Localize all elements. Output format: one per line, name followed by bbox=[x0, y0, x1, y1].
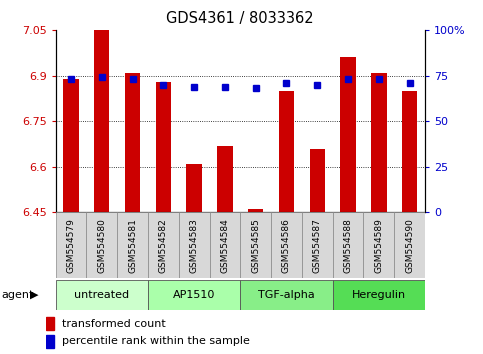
Bar bbox=[271, 212, 302, 278]
Text: AP1510: AP1510 bbox=[173, 290, 215, 300]
Bar bbox=[279, 91, 294, 212]
Bar bbox=[56, 280, 148, 310]
Text: agent: agent bbox=[1, 290, 34, 300]
Bar bbox=[310, 149, 325, 212]
Bar bbox=[210, 212, 240, 278]
Bar bbox=[46, 335, 54, 348]
Text: GSM554582: GSM554582 bbox=[159, 218, 168, 273]
Bar bbox=[341, 57, 356, 212]
Bar bbox=[302, 212, 333, 278]
Text: GSM554580: GSM554580 bbox=[97, 218, 106, 273]
Text: percentile rank within the sample: percentile rank within the sample bbox=[62, 336, 250, 346]
Text: GSM554590: GSM554590 bbox=[405, 218, 414, 273]
Bar bbox=[240, 280, 333, 310]
Bar bbox=[394, 212, 425, 278]
Bar bbox=[117, 212, 148, 278]
Bar bbox=[179, 212, 210, 278]
Text: transformed count: transformed count bbox=[62, 319, 166, 329]
Bar bbox=[86, 212, 117, 278]
Text: GSM554586: GSM554586 bbox=[282, 218, 291, 273]
Bar bbox=[186, 164, 202, 212]
Bar bbox=[371, 73, 386, 212]
Text: GSM554584: GSM554584 bbox=[220, 218, 229, 273]
Bar bbox=[46, 317, 54, 330]
Text: GSM554588: GSM554588 bbox=[343, 218, 353, 273]
Text: untreated: untreated bbox=[74, 290, 129, 300]
Text: GSM554579: GSM554579 bbox=[67, 218, 75, 273]
Text: ▶: ▶ bbox=[30, 290, 39, 300]
Bar bbox=[148, 280, 241, 310]
Text: GSM554585: GSM554585 bbox=[251, 218, 260, 273]
Text: GDS4361 / 8033362: GDS4361 / 8033362 bbox=[167, 11, 314, 25]
Bar bbox=[364, 212, 394, 278]
Bar bbox=[56, 212, 86, 278]
Bar bbox=[156, 82, 171, 212]
Text: Heregulin: Heregulin bbox=[352, 290, 406, 300]
Bar bbox=[94, 30, 110, 212]
Text: GSM554583: GSM554583 bbox=[190, 218, 199, 273]
Bar bbox=[333, 280, 425, 310]
Bar bbox=[248, 209, 263, 212]
Text: GSM554587: GSM554587 bbox=[313, 218, 322, 273]
Bar bbox=[148, 212, 179, 278]
Bar bbox=[63, 79, 79, 212]
Text: GSM554581: GSM554581 bbox=[128, 218, 137, 273]
Bar bbox=[333, 212, 364, 278]
Text: GSM554589: GSM554589 bbox=[374, 218, 384, 273]
Bar bbox=[217, 145, 233, 212]
Text: TGF-alpha: TGF-alpha bbox=[258, 290, 315, 300]
Bar bbox=[402, 91, 417, 212]
Bar bbox=[240, 212, 271, 278]
Bar bbox=[125, 73, 140, 212]
